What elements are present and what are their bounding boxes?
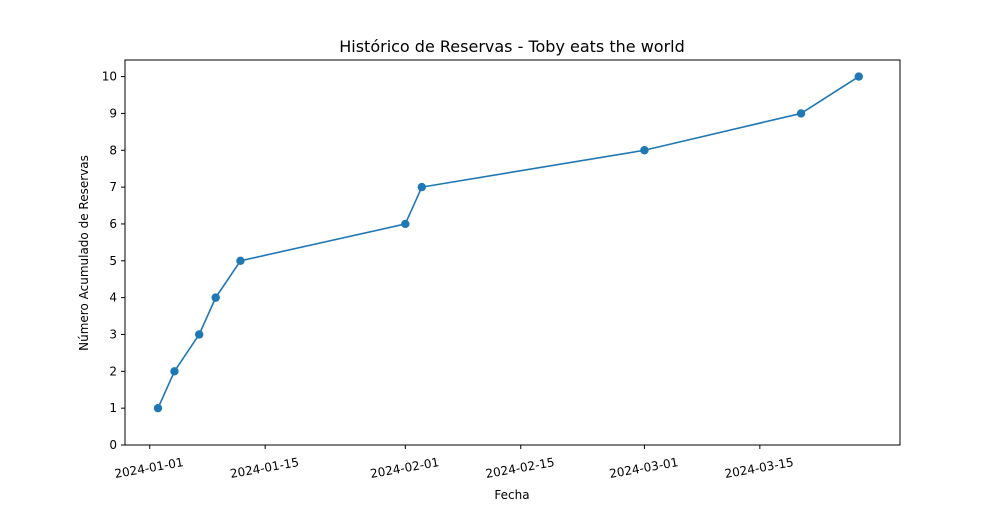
x-axis-label: Fecha <box>494 488 529 500</box>
y-axis-label: Número Acumulado de Reservas <box>77 155 91 351</box>
plot-frame <box>124 59 901 446</box>
y-tick-label: 2 <box>109 364 117 378</box>
series-line <box>157 75 860 409</box>
y-tick-label: 6 <box>109 217 117 231</box>
data-point <box>640 146 649 155</box>
data-point <box>195 330 204 339</box>
y-tick-label: 4 <box>109 291 117 305</box>
chart-title: Histórico de Reservas - Toby eats the wo… <box>339 37 685 56</box>
y-tick-label: 5 <box>109 254 117 268</box>
y-tick-label: 8 <box>109 143 117 157</box>
data-point <box>211 293 220 302</box>
data-point <box>417 182 427 192</box>
y-tick-label: 10 <box>102 70 117 84</box>
data-point <box>236 256 245 265</box>
data-point <box>153 403 163 413</box>
data-point <box>170 367 179 376</box>
data-point <box>796 109 806 118</box>
data-point <box>401 219 410 229</box>
y-tick-label: 3 <box>109 327 117 341</box>
data-point <box>854 72 863 81</box>
y-tick-label: 0 <box>109 438 117 452</box>
y-tick-label: 7 <box>109 180 117 194</box>
y-tick-label: 9 <box>109 106 117 120</box>
y-tick-label: 1 <box>109 401 117 415</box>
plot-area <box>153 72 863 413</box>
